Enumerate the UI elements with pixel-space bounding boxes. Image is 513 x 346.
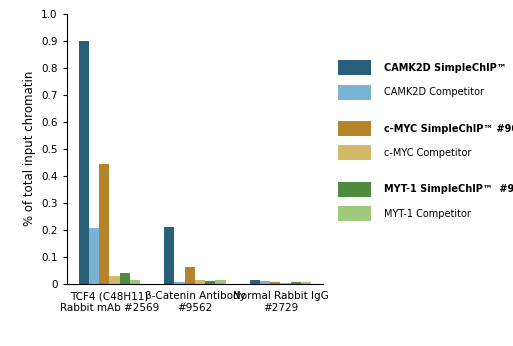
Bar	[99, 164, 109, 284]
FancyBboxPatch shape	[338, 145, 371, 160]
Bar	[291, 282, 301, 284]
Bar	[260, 281, 270, 284]
Bar	[120, 273, 130, 284]
Text: c-MYC Competitor: c-MYC Competitor	[384, 148, 471, 158]
FancyBboxPatch shape	[338, 85, 371, 100]
Bar	[78, 41, 89, 284]
Bar	[164, 227, 174, 284]
Bar	[130, 280, 140, 284]
FancyBboxPatch shape	[338, 182, 371, 197]
Bar	[185, 267, 195, 284]
FancyBboxPatch shape	[338, 61, 371, 75]
Text: CAMK2D Competitor: CAMK2D Competitor	[384, 87, 484, 97]
Bar	[195, 281, 205, 284]
Bar	[174, 282, 185, 284]
Bar	[250, 281, 260, 284]
Bar	[205, 281, 215, 284]
Bar	[109, 276, 120, 284]
Bar	[89, 228, 99, 284]
Y-axis label: % of total input chromatin: % of total input chromatin	[23, 71, 35, 227]
FancyBboxPatch shape	[338, 206, 371, 221]
Bar	[281, 283, 291, 284]
Text: CAMK2D SimpleChIP™  #9003: CAMK2D SimpleChIP™ #9003	[384, 63, 513, 73]
Bar	[270, 282, 281, 284]
Text: c-MYC SimpleChIP™ #9003: c-MYC SimpleChIP™ #9003	[384, 124, 513, 134]
Text: MYT-1 SimpleChIP™  #9003: MYT-1 SimpleChIP™ #9003	[384, 184, 513, 194]
Bar	[215, 280, 226, 284]
FancyBboxPatch shape	[338, 121, 371, 136]
Text: MYT-1 Competitor: MYT-1 Competitor	[384, 209, 470, 219]
Bar	[301, 282, 311, 284]
